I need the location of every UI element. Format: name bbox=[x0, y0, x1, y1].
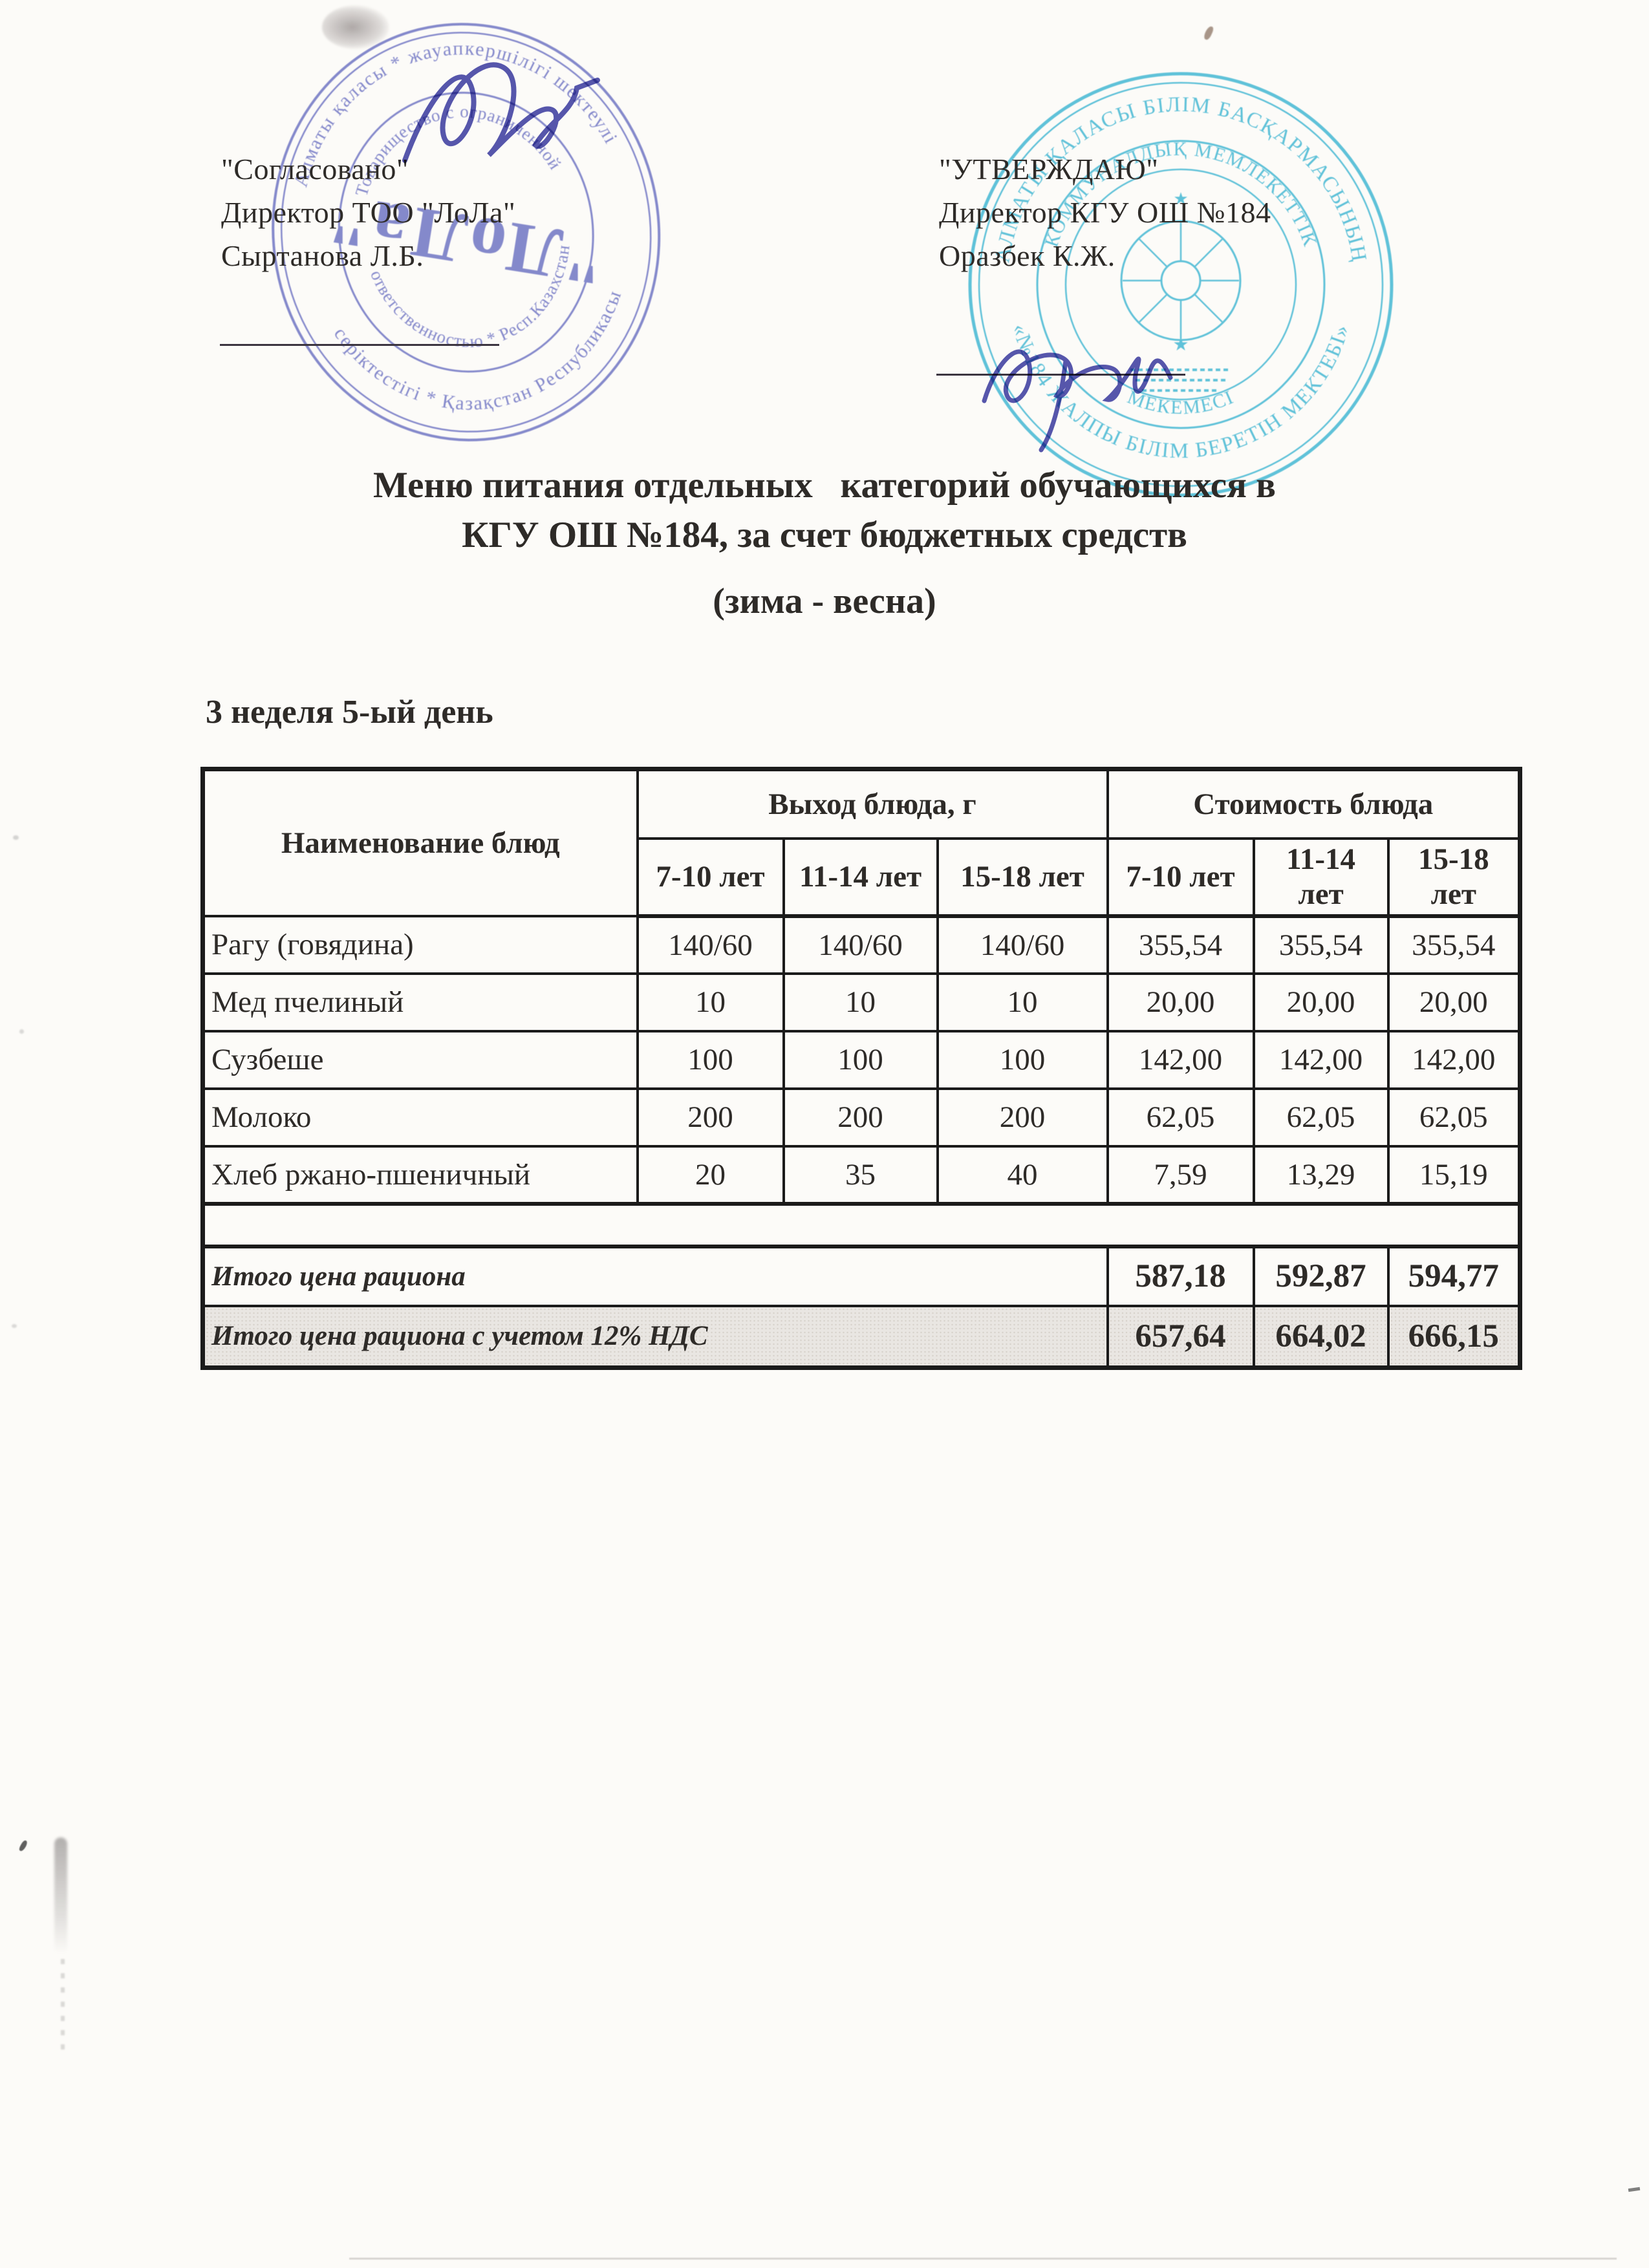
table-spacer-row bbox=[201, 1201, 1522, 1248]
price-value: 15,19 bbox=[1386, 1144, 1522, 1205]
table-row: Рагу (говядина) 140/60 140/60 140/60 355… bbox=[201, 914, 1522, 975]
price-value: 142,00 bbox=[1106, 1029, 1255, 1090]
output-value: 140/60 bbox=[782, 914, 939, 975]
signature-orazbek bbox=[982, 349, 1173, 453]
price-value: 7,59 bbox=[1106, 1144, 1255, 1205]
scan-streak-left-margin bbox=[54, 1837, 67, 1954]
spacer-cell bbox=[201, 1201, 1522, 1248]
column-header-age: 7-10 лет bbox=[636, 837, 785, 918]
table-row: Мед пчелиный 10 10 10 20,00 20,00 20,00 bbox=[201, 972, 1522, 1032]
total-value: 587,18 bbox=[1106, 1245, 1255, 1307]
total-value: 592,87 bbox=[1252, 1245, 1390, 1307]
price-value: 20,00 bbox=[1386, 972, 1522, 1032]
total-with-vat-row: Итого цена рациона с учетом 12% НДС 657,… bbox=[201, 1304, 1522, 1369]
table-row: Хлеб ржано-пшеничный 20 35 40 7,59 13,29… bbox=[201, 1144, 1522, 1205]
output-value: 20 bbox=[636, 1144, 785, 1205]
scan-dash-bottom-right bbox=[1628, 2187, 1641, 2192]
column-header-age: 7-10 лет bbox=[1106, 837, 1255, 918]
scan-speck bbox=[12, 1324, 17, 1328]
signature-line-left bbox=[220, 344, 499, 346]
scan-streak-tail bbox=[61, 1959, 65, 2056]
price-value: 355,54 bbox=[1386, 914, 1522, 975]
company-stamp-lola: Алматы қаласы * жауапкершілігі шектеулі … bbox=[272, 16, 661, 442]
column-header-dish-name: Наименование блюд bbox=[201, 767, 639, 917]
document-title: Меню питания отдельных категорий обучающ… bbox=[226, 460, 1423, 622]
column-header-age: 11-14 лет bbox=[782, 837, 939, 918]
total-row: Итого цена рациона 587,18 592,87 594,77 bbox=[201, 1245, 1522, 1307]
agreed-position: Директор ТОО "ЛоЛа" bbox=[221, 196, 516, 229]
dish-name: Сузбеше bbox=[201, 1029, 639, 1090]
total-vat-value: 657,64 bbox=[1106, 1304, 1255, 1369]
price-value: 20,00 bbox=[1252, 972, 1390, 1032]
title-season: (зима - весна) bbox=[713, 581, 936, 621]
approved-position: Директор КГУ ОШ №184 bbox=[939, 196, 1271, 229]
price-value: 355,54 bbox=[1252, 914, 1390, 975]
price-value: 62,05 bbox=[1252, 1087, 1390, 1148]
table-header-age-row: 7-10 лет 11-14 лет 15-18 лет 7-10 лет 11… bbox=[203, 837, 1522, 918]
output-value: 10 bbox=[782, 972, 939, 1032]
table-header-group-row: Наименование блюд Выход блюда, г Стоимос… bbox=[201, 767, 1522, 917]
menu-table: Наименование блюд Выход блюда, г Стоимос… bbox=[200, 767, 1523, 1370]
dish-name: Рагу (говядина) bbox=[201, 914, 639, 975]
approved-label: "УТВЕРЖДАЮ" bbox=[939, 153, 1159, 186]
price-value: 62,05 bbox=[1106, 1087, 1255, 1148]
price-value: 13,29 bbox=[1252, 1144, 1390, 1205]
total-label: Итого цена рациона bbox=[201, 1245, 1109, 1307]
total-vat-value: 666,15 bbox=[1386, 1304, 1522, 1369]
stamp-star-icon: ★ bbox=[1172, 335, 1189, 355]
total-vat-label: Итого цена рациона с учетом 12% НДС bbox=[201, 1304, 1109, 1369]
price-value: 20,00 bbox=[1106, 972, 1255, 1032]
signature-syrtanova bbox=[402, 62, 600, 163]
output-value: 100 bbox=[782, 1029, 939, 1090]
title-line-1: Меню питания отдельных категорий обучающ… bbox=[373, 465, 1276, 506]
dish-name: Мед пчелиный bbox=[201, 972, 639, 1032]
output-value: 40 bbox=[936, 1144, 1109, 1205]
scan-bottom-line bbox=[349, 2258, 1617, 2260]
table-row: Молоко 200 200 200 62,05 62,05 62,05 bbox=[201, 1087, 1522, 1148]
column-group-output: Выход блюда, г bbox=[636, 767, 1109, 840]
output-value: 200 bbox=[782, 1087, 939, 1148]
price-value: 62,05 bbox=[1386, 1087, 1522, 1148]
agreed-name: Сыртанова Л.Б. bbox=[221, 239, 424, 272]
stamp-star-icon: ★ bbox=[1173, 189, 1188, 208]
scan-speck bbox=[13, 835, 19, 840]
output-value: 140/60 bbox=[636, 914, 785, 975]
column-group-price: Стоимость блюда bbox=[1106, 767, 1522, 840]
output-value: 10 bbox=[636, 972, 785, 1032]
price-value: 355,54 bbox=[1106, 914, 1255, 975]
title-line-2: КГУ ОШ №184, за счет бюджетных средств bbox=[462, 515, 1187, 555]
approval-block-right: "УТВЕРЖДАЮ" Директор КГУ ОШ №184 Оразбек… bbox=[939, 147, 1521, 277]
output-value: 200 bbox=[936, 1087, 1109, 1148]
scan-comma-mark bbox=[18, 1839, 28, 1852]
week-day-heading: 3 неделя 5-ый день bbox=[206, 694, 493, 731]
column-header-age: 15-18 лет bbox=[1386, 837, 1522, 918]
output-value: 200 bbox=[636, 1087, 785, 1148]
menu-table-container: Наименование блюд Выход блюда, г Стоимос… bbox=[200, 767, 1523, 1370]
approved-name: Оразбек К.Ж. bbox=[939, 239, 1116, 272]
signature-line-right bbox=[936, 374, 1185, 376]
dish-name: Молоко bbox=[201, 1087, 639, 1148]
price-value: 142,00 bbox=[1252, 1029, 1390, 1090]
total-vat-value: 664,02 bbox=[1252, 1304, 1390, 1369]
dish-name: Хлеб ржано-пшеничный bbox=[201, 1144, 639, 1205]
scan-tick-top-right bbox=[1202, 25, 1215, 41]
school-stamp-184: АЛМАТЫ ҚАЛАСЫ БІЛІМ БАСҚАРМАСЫНЫҢ «№184 … bbox=[968, 72, 1394, 497]
output-value: 100 bbox=[936, 1029, 1109, 1090]
total-value: 594,77 bbox=[1386, 1245, 1522, 1307]
column-header-age: 15-18 лет bbox=[936, 837, 1109, 918]
table-row: Сузбеше 100 100 100 142,00 142,00 142,00 bbox=[201, 1029, 1522, 1090]
agreed-label: "Согласовано" bbox=[221, 153, 409, 186]
price-value: 142,00 bbox=[1386, 1029, 1522, 1090]
column-header-age: 11-14 лет bbox=[1252, 837, 1390, 918]
output-value: 35 bbox=[782, 1144, 939, 1205]
stamp-ring-text: серіктестігі * Қазақстан Республикасы bbox=[329, 284, 640, 434]
output-value: 140/60 bbox=[936, 914, 1109, 975]
output-value: 10 bbox=[936, 972, 1109, 1032]
output-value: 100 bbox=[636, 1029, 785, 1090]
scan-speck bbox=[19, 1029, 24, 1034]
approval-block-left: "Согласовано" Директор ТОО "ЛоЛа" Сыртан… bbox=[221, 147, 777, 277]
